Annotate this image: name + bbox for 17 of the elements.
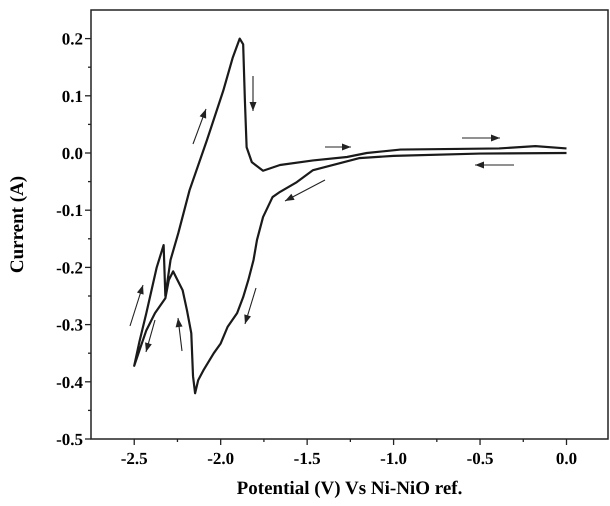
- x-tick-label: -2.5: [120, 449, 148, 468]
- y-tick-label: 0.0: [62, 144, 83, 163]
- y-tick-label: 0.1: [62, 86, 83, 106]
- x-tick-label: 0.0: [556, 449, 578, 468]
- y-tick-label: -0.5: [56, 430, 83, 449]
- y-tick-label: -0.1: [56, 201, 83, 220]
- x-tick-label: -1.5: [294, 449, 321, 468]
- y-tick-label: -0.4: [56, 372, 84, 392]
- x-tick-label: -1.0: [380, 449, 408, 468]
- x-tick-label: -2.0: [207, 449, 234, 468]
- x-tick-label: -0.5: [466, 449, 494, 468]
- y-axis-title: Current (A): [7, 176, 28, 274]
- y-tick-label: -0.2: [56, 258, 83, 278]
- x-axis-title: Potential (V) Vs Ni-NiO ref.: [236, 478, 462, 499]
- y-tick-label: 0.2: [62, 30, 83, 49]
- y-tick-label: -0.3: [56, 316, 83, 335]
- line-series: [133, 38, 568, 394]
